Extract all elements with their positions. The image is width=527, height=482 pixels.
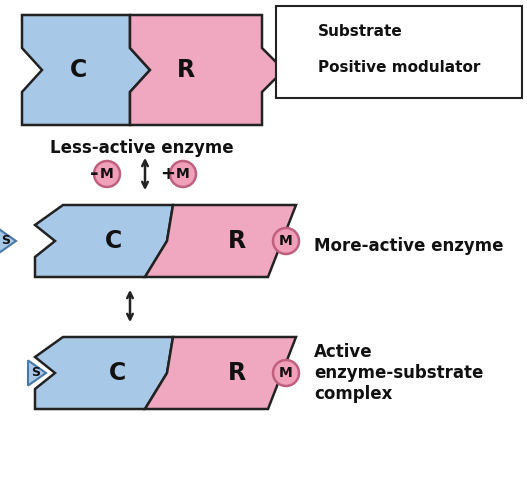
Text: M: M	[279, 234, 293, 248]
Polygon shape	[130, 15, 284, 125]
Text: S: S	[1, 235, 9, 247]
Polygon shape	[145, 205, 296, 277]
Text: C: C	[110, 361, 126, 385]
Text: R: R	[177, 58, 194, 82]
Text: R: R	[228, 361, 246, 385]
Text: Substrate: Substrate	[318, 25, 403, 40]
Text: M: M	[293, 61, 307, 75]
Circle shape	[287, 55, 313, 81]
Circle shape	[170, 161, 196, 187]
Polygon shape	[28, 361, 46, 386]
Polygon shape	[0, 228, 16, 254]
Text: Active
enzyme-substrate
complex: Active enzyme-substrate complex	[314, 343, 483, 403]
Text: R: R	[228, 229, 246, 253]
FancyBboxPatch shape	[276, 6, 522, 98]
Circle shape	[273, 228, 299, 254]
Text: C: C	[104, 229, 122, 253]
Circle shape	[94, 161, 120, 187]
Polygon shape	[35, 205, 173, 277]
Text: More-active enzyme: More-active enzyme	[314, 237, 503, 255]
Text: S: S	[31, 366, 40, 379]
Text: M: M	[279, 366, 293, 380]
Circle shape	[273, 360, 299, 386]
Polygon shape	[145, 337, 296, 409]
Text: M: M	[176, 167, 190, 181]
Text: S: S	[294, 26, 303, 39]
Text: M: M	[100, 167, 114, 181]
Polygon shape	[22, 15, 150, 125]
Text: C: C	[70, 58, 87, 82]
Polygon shape	[35, 337, 173, 409]
Text: +: +	[161, 165, 175, 183]
Text: Positive modulator: Positive modulator	[318, 61, 481, 76]
Text: -: -	[90, 164, 99, 184]
Text: Less-active enzyme: Less-active enzyme	[50, 139, 234, 157]
Polygon shape	[293, 22, 307, 42]
